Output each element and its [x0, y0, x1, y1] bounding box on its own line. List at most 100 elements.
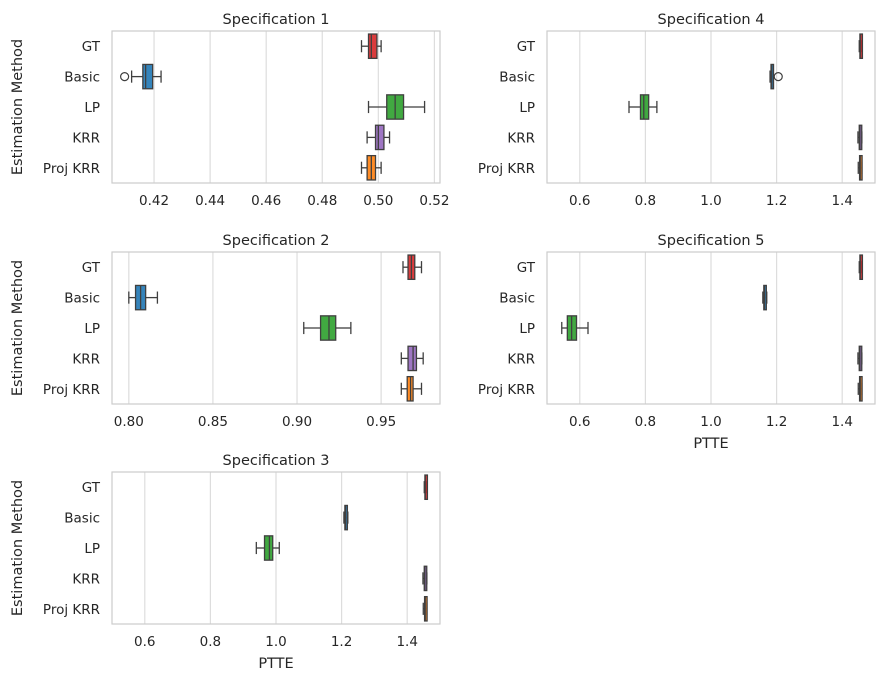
chart-title: Specification 5 [658, 233, 765, 249]
x-tick-label: 0.85 [198, 414, 228, 430]
x-tick-label: 0.50 [363, 193, 393, 209]
y-tick-label: GT [82, 260, 101, 276]
y-tick-label: KRR [507, 130, 535, 146]
flier-point [120, 71, 130, 82]
axes-frame [111, 251, 441, 405]
panel-5: Specification 3 0.6 0.8 1.0 1.2 1.4 GT Basic LP K… [10, 453, 441, 672]
chart-title: Specification 1 [223, 12, 330, 28]
y-tick-label: Proj KRR [478, 382, 535, 398]
y-tick-label: Basic [64, 291, 100, 307]
box-body [319, 315, 337, 341]
panel-4: Specification 5 0.6 0.8 1.0 1.2 1.4 GT Basic LP K… [478, 233, 876, 452]
x-tick-label: 1.0 [700, 193, 721, 209]
y-tick-label: Proj KRR [43, 161, 100, 177]
box-proj-krr [422, 595, 428, 622]
x-tick-label: 1.4 [831, 414, 852, 430]
x-tick-label: 0.52 [419, 193, 449, 209]
axes-frame [111, 30, 441, 184]
box-proj-krr [857, 154, 863, 181]
x-tick-label: 0.95 [366, 414, 396, 430]
x-tick-label: 0.8 [635, 414, 656, 430]
box-lp [628, 94, 658, 120]
box-lp [561, 315, 589, 341]
x-tick-label: 0.8 [635, 193, 656, 209]
box-body [367, 33, 378, 60]
y-tick-label: LP [519, 100, 535, 116]
box-proj-krr [857, 375, 863, 402]
y-axis-label: Estimation Method [10, 260, 26, 396]
panel-1: Specification 1 0.42 0.44 0.46 0.48 0.50 0.52 G… [10, 12, 449, 209]
y-tick-label: Basic [64, 70, 100, 86]
box-body [374, 124, 385, 151]
x-tick-label: 0.46 [251, 193, 281, 209]
box-proj-krr [400, 375, 423, 402]
y-tick-label: KRR [72, 130, 100, 146]
y-tick-label: KRR [507, 351, 535, 367]
box-proj-krr [360, 154, 382, 181]
box-gt [423, 474, 429, 501]
x-tick-label: 0.6 [569, 193, 590, 209]
chart-title: Specification 3 [223, 453, 330, 469]
box-lp [255, 535, 280, 561]
y-tick-label: GT [517, 39, 536, 55]
x-tick-label: 1.0 [265, 634, 286, 650]
y-tick-label: GT [82, 480, 101, 496]
y-tick-label: LP [84, 100, 100, 116]
y-tick-label: Basic [499, 70, 535, 86]
y-tick-label: Proj KRR [43, 602, 100, 618]
axes-frame [546, 30, 876, 184]
axes-frame [111, 471, 441, 625]
axes-frame [546, 251, 876, 405]
box-basic [120, 63, 162, 90]
y-axis-label: Estimation Method [10, 39, 26, 175]
x-tick-label: 1.2 [766, 414, 787, 430]
x-tick-label: 1.2 [766, 193, 787, 209]
box-krr [857, 345, 863, 372]
x-tick-label: 0.44 [195, 193, 225, 209]
y-tick-label: GT [517, 260, 536, 276]
chart-title: Specification 2 [223, 233, 330, 249]
y-tick-label: GT [82, 39, 101, 55]
box-krr [366, 124, 391, 151]
x-tick-label: 0.42 [139, 193, 169, 209]
y-tick-label: LP [519, 321, 535, 337]
y-tick-label: Proj KRR [478, 161, 535, 177]
x-tick-label: 1.4 [396, 634, 417, 650]
flier-point [773, 71, 783, 82]
y-tick-label: KRR [72, 351, 100, 367]
box-basic [762, 284, 768, 311]
y-tick-label: KRR [72, 571, 100, 587]
x-tick-label: 1.4 [831, 193, 852, 209]
box-basic [128, 284, 159, 311]
y-tick-label: Basic [499, 291, 535, 307]
x-tick-label: 1.2 [331, 634, 352, 650]
x-tick-label: 0.90 [282, 414, 312, 430]
x-tick-label: 0.6 [569, 414, 590, 430]
y-tick-label: Proj KRR [43, 382, 100, 398]
box-basic [343, 504, 349, 531]
box-lp [303, 315, 352, 341]
box-gt [858, 33, 864, 60]
y-axis-label: Estimation Method [10, 480, 26, 616]
x-tick-label: 1.0 [700, 414, 721, 430]
box-gt [402, 254, 423, 281]
chart-title: Specification 4 [658, 12, 765, 28]
panel-2: Specification 4 0.6 0.8 1.0 1.2 1.4 GT Basic LP K… [478, 12, 876, 209]
x-axis-label: PTTE [258, 656, 293, 672]
box-body [142, 63, 154, 90]
y-tick-label: Basic [64, 511, 100, 527]
x-tick-label: 0.8 [200, 634, 221, 650]
box-krr [422, 565, 428, 592]
y-tick-label: LP [84, 321, 100, 337]
x-axis-label: PTTE [693, 436, 728, 452]
box-krr [400, 345, 424, 372]
panel-3: Specification 2 0.80 0.85 0.90 0.95 GT Basic LP… [10, 233, 441, 430]
box-body [639, 94, 650, 120]
x-tick-label: 0.48 [307, 193, 337, 209]
box-lp [367, 94, 426, 120]
box-body [263, 535, 274, 561]
box-krr [857, 124, 863, 151]
x-tick-label: 0.80 [114, 414, 144, 430]
y-tick-label: LP [84, 541, 100, 557]
